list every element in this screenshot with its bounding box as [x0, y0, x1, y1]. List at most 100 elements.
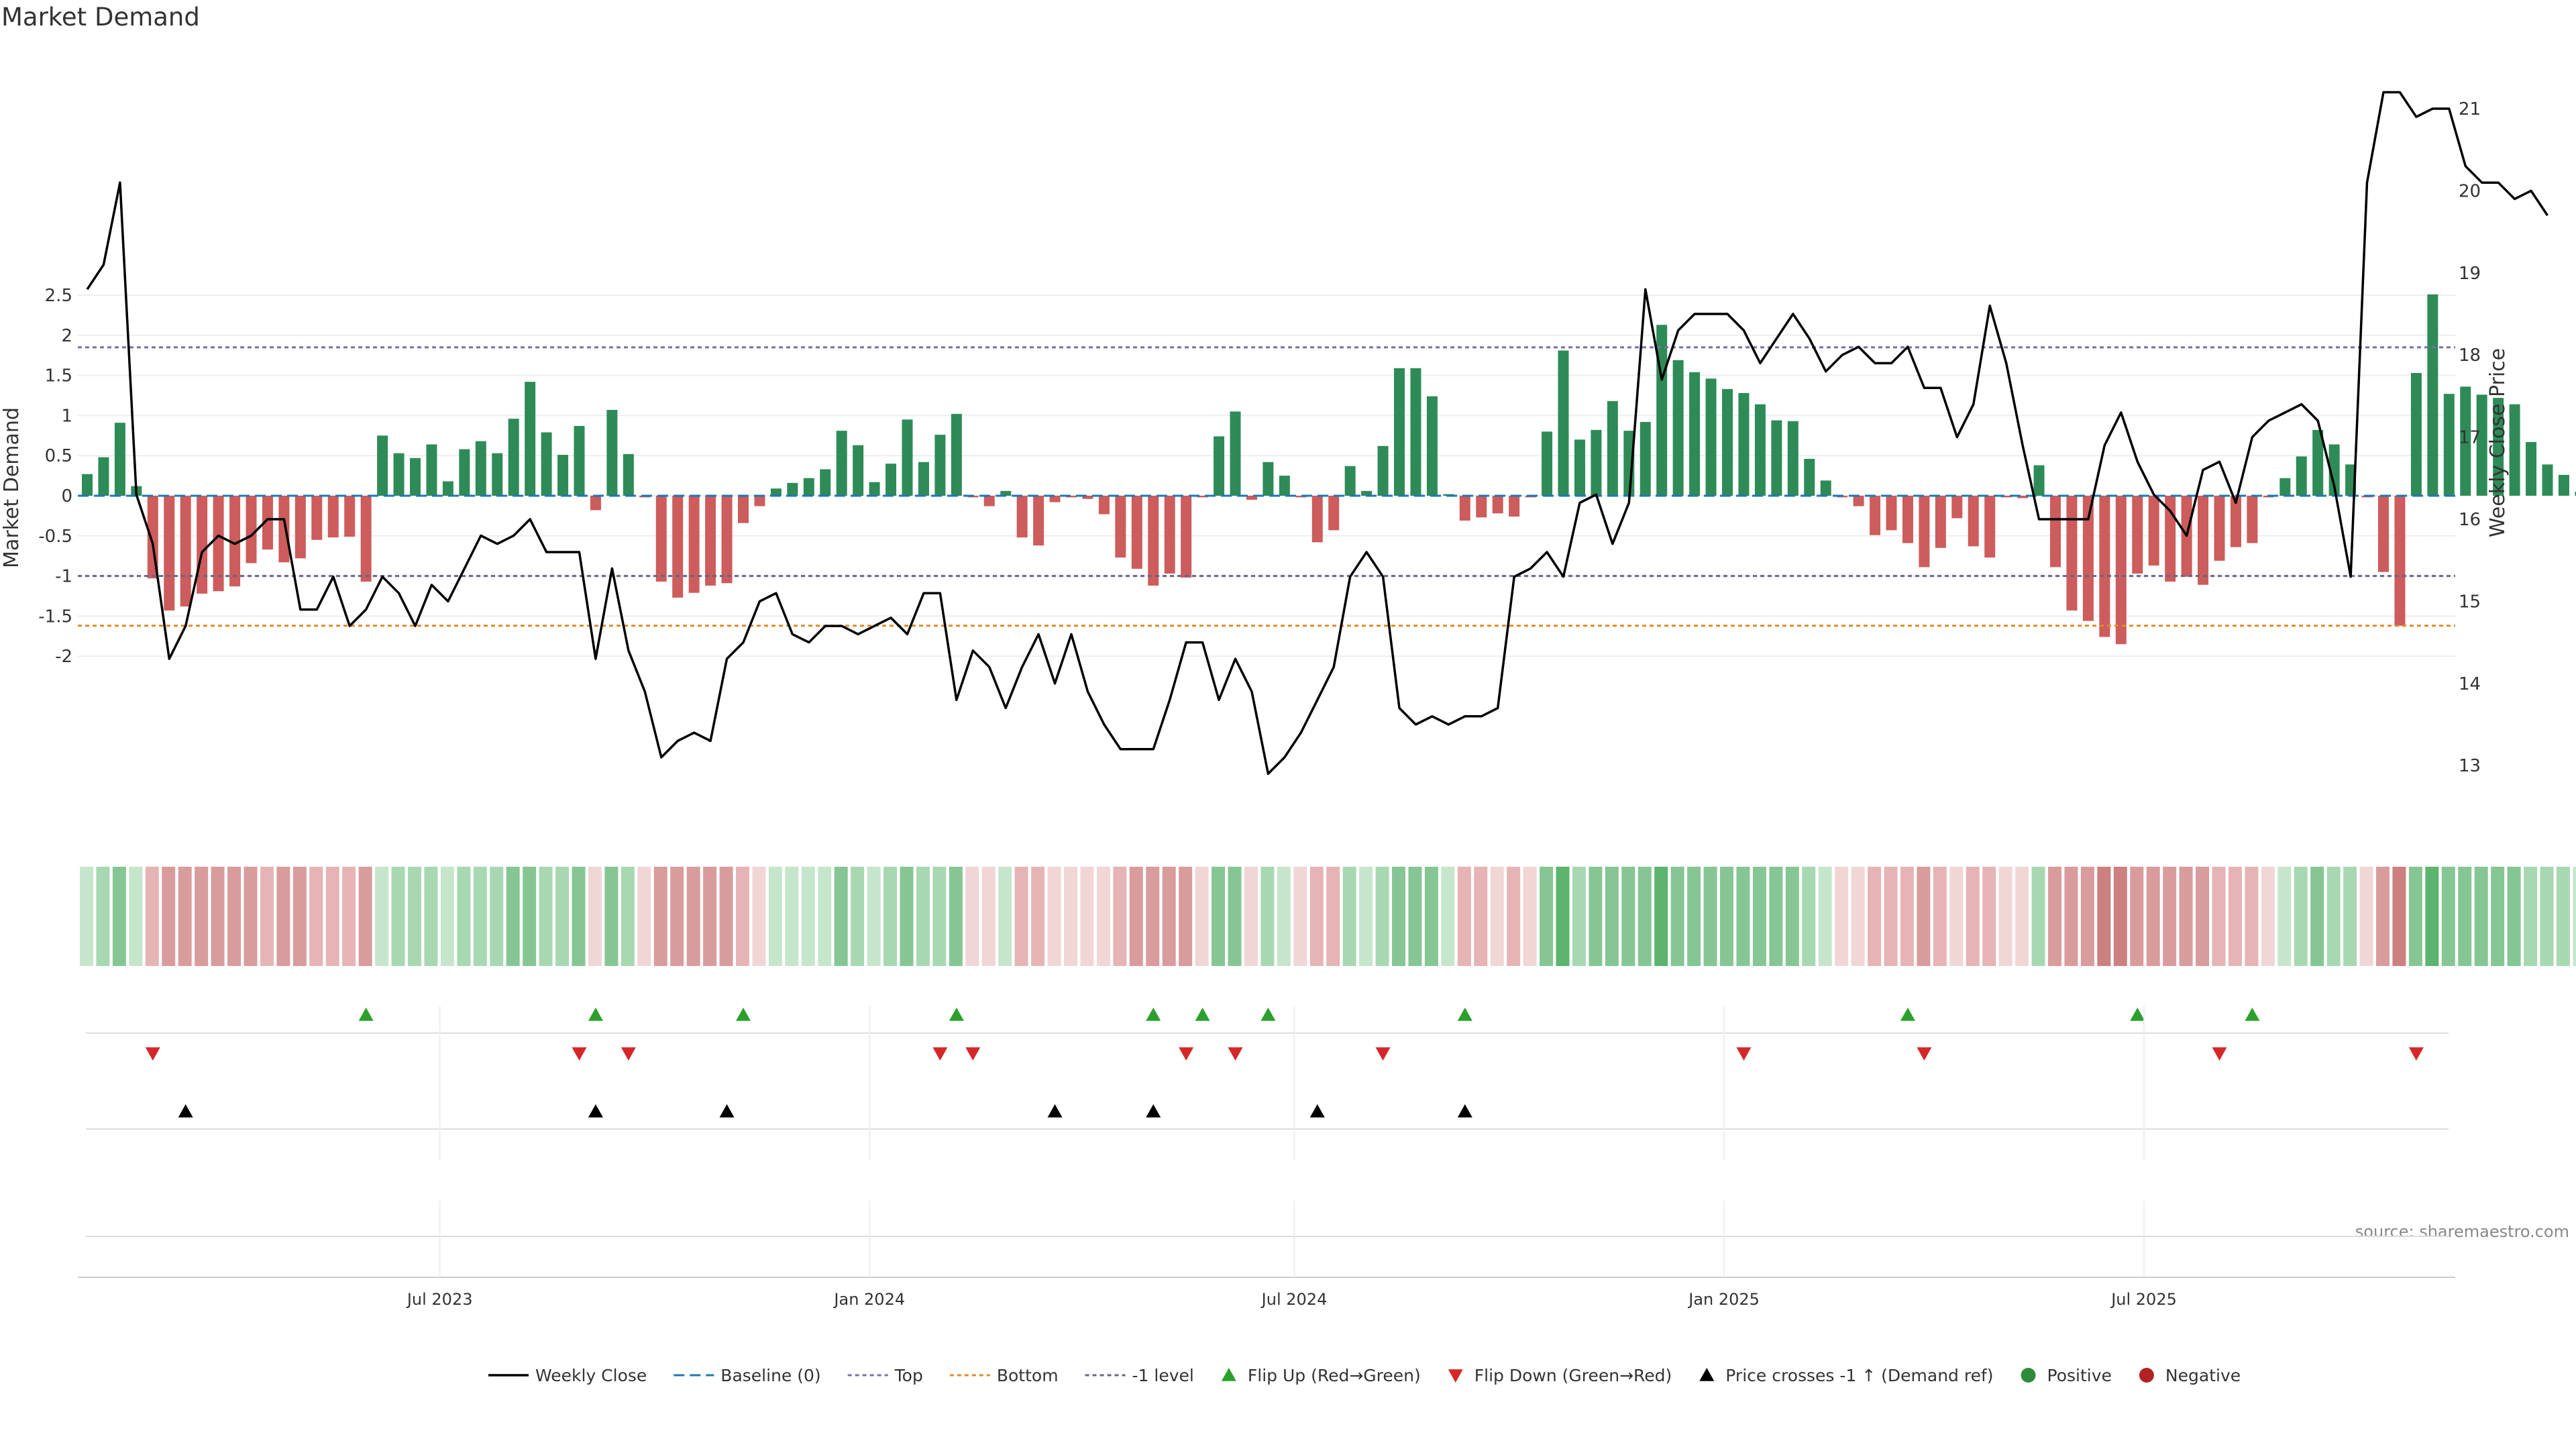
strip-cell: [768, 867, 782, 966]
demand-bar: [836, 431, 847, 496]
x-tick-label: Jan 2025: [1687, 1290, 1760, 1309]
strip-cell: [588, 867, 602, 966]
price-cross-marker: [1309, 1104, 1325, 1118]
strip-cell: [1162, 867, 1176, 966]
demand-bar: [164, 496, 175, 611]
flip-up-marker: [1260, 1008, 1276, 1021]
demand-bar: [2148, 496, 2159, 566]
demand-bar: [1689, 372, 1701, 496]
strip-cell: [965, 867, 979, 966]
strip-cell: [1309, 867, 1324, 966]
demand-bar: [1328, 496, 1340, 531]
strip-cell: [572, 867, 586, 966]
strip-cell: [1687, 867, 1701, 966]
right-tick-label: 21: [2459, 99, 2481, 119]
demand-bar: [2378, 496, 2389, 572]
strip-cell: [506, 867, 520, 966]
demand-bar: [2509, 404, 2520, 496]
strip-cell: [2294, 867, 2308, 966]
legend-label: Negative: [2165, 1366, 2241, 1385]
demand-bar: [1902, 496, 1913, 543]
demand-bar: [2328, 444, 2340, 496]
strip-cell: [2524, 867, 2538, 966]
demand-bar: [1509, 496, 1520, 517]
strip-cell: [1441, 867, 1455, 966]
demand-bar: [2394, 496, 2406, 626]
demand-bar: [2296, 456, 2307, 496]
flip-up-marker: [1900, 1008, 1915, 1021]
strip-cell: [1129, 867, 1143, 966]
strip-cell: [1523, 867, 1537, 966]
demand-bar: [1394, 368, 1405, 496]
strip-cell: [424, 867, 438, 966]
right-tick-label: 20: [2459, 181, 2481, 201]
demand-bar: [1754, 404, 1766, 496]
flip-up-marker: [949, 1008, 964, 1021]
strip-cell: [391, 867, 405, 966]
legend-label: Positive: [2047, 1366, 2112, 1385]
demand-bar: [606, 410, 618, 496]
x-tick-label: Jul 2023: [406, 1290, 473, 1309]
strip-cell: [1047, 867, 1061, 966]
demand-bar: [1410, 368, 1421, 496]
strip-cell: [2343, 867, 2357, 966]
strip-cell: [653, 867, 667, 966]
strip-cell: [2130, 867, 2144, 966]
legend-label: Baseline (0): [720, 1366, 820, 1385]
strip-cell: [2474, 867, 2488, 966]
demand-bar: [213, 496, 224, 592]
strip-cell: [932, 867, 947, 966]
legend-label: Top: [894, 1366, 923, 1385]
demand-bar: [574, 425, 585, 496]
left-tick-label: -1.5: [38, 606, 72, 627]
strip-cell: [2573, 867, 2576, 966]
strip-cell: [2080, 867, 2094, 966]
demand-bar: [410, 458, 421, 496]
strip-cell: [1457, 867, 1471, 966]
legend-item: Price crosses -1 ↑ (Demand ref): [1699, 1366, 1994, 1385]
demand-bar: [885, 464, 897, 496]
demand-bar: [426, 444, 437, 496]
strip-cell: [1096, 867, 1110, 966]
demand-bar: [1164, 496, 1175, 574]
demand-bar: [2017, 496, 2029, 498]
right-tick-label: 16: [2459, 510, 2481, 530]
strip-cell: [834, 867, 848, 966]
left-tick-label: 0.5: [45, 446, 72, 466]
strip-cell: [2048, 867, 2061, 966]
strip-cell: [1277, 867, 1291, 966]
flip-down-marker: [621, 1047, 636, 1061]
left-tick-label: -2: [55, 647, 72, 667]
flip-up-marker: [2245, 1008, 2260, 1021]
strip-cell: [883, 867, 898, 966]
legend: Weekly Close Baseline (0) Top Bottom -1 leve…: [488, 1366, 2241, 1385]
price-cross-marker: [588, 1104, 603, 1118]
strip-cell: [358, 867, 372, 966]
legend-item: Baseline (0): [674, 1366, 821, 1385]
demand-bar: [1951, 496, 1963, 519]
demand-bar: [1033, 496, 1044, 546]
strip-cell: [2113, 867, 2127, 966]
x-tick-label: Jul 2025: [2110, 1290, 2177, 1309]
strip-cell: [2015, 867, 2029, 966]
strip-cell: [1589, 867, 1603, 966]
demand-bar: [754, 496, 765, 506]
demand-bar: [1082, 496, 1093, 499]
demand-bar: [721, 496, 733, 584]
demand-bar: [1181, 496, 1192, 578]
y-axis-label-left: Market Demand: [0, 407, 23, 568]
demand-bar: [1574, 439, 1585, 496]
strip-cell: [178, 867, 192, 966]
demand-bar: [1131, 496, 1142, 569]
strip-cell: [686, 867, 700, 966]
strip-cell: [736, 867, 749, 966]
strip-cell: [2064, 867, 2078, 966]
demand-bar: [2542, 464, 2553, 496]
demand-bar: [525, 382, 536, 496]
demand-bar: [1197, 496, 1208, 498]
strip-cell: [2392, 867, 2406, 966]
demand-bar: [1886, 496, 1897, 531]
demand-bar: [1968, 496, 1979, 547]
strip-cell: [1785, 867, 1799, 966]
